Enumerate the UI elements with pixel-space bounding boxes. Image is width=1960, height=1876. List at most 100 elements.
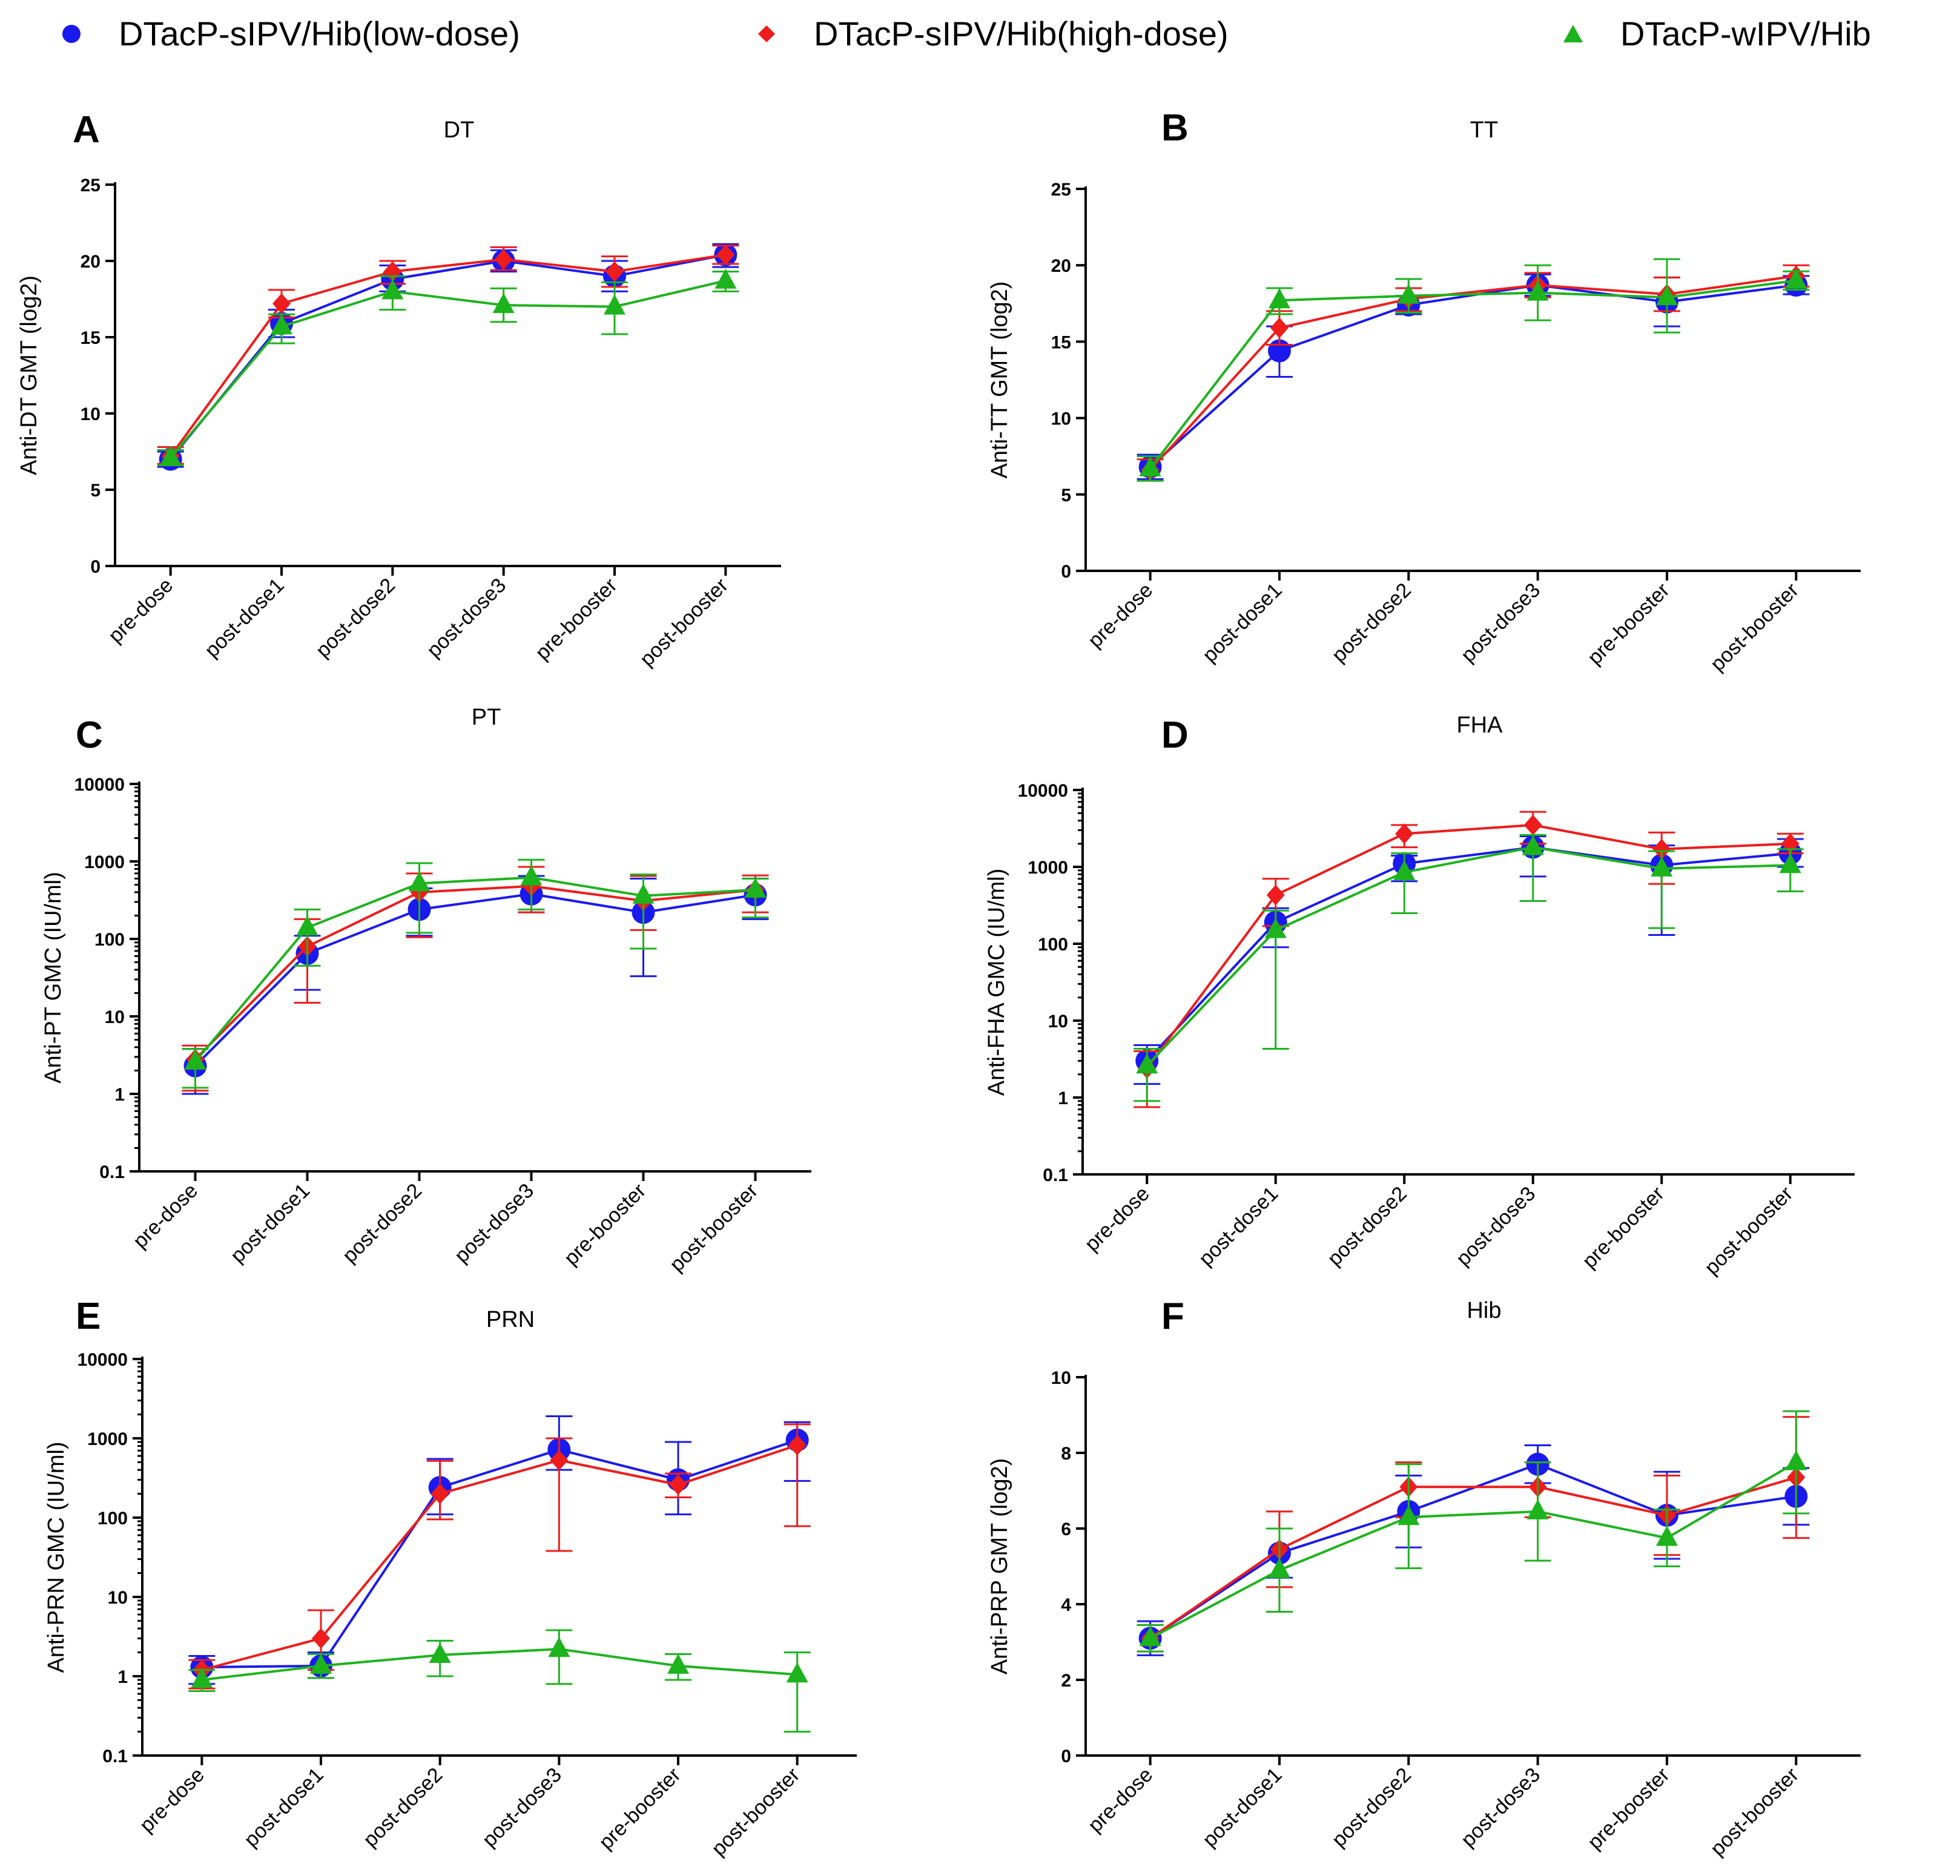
data-point-triangle-marker bbox=[744, 877, 767, 898]
series-line-low bbox=[202, 1439, 798, 1669]
x-tick-label: post-dose1 bbox=[226, 1179, 314, 1268]
data-point-triangle-marker bbox=[1651, 856, 1673, 877]
series-line-low bbox=[194, 892, 756, 1067]
data-point-triangle-marker bbox=[408, 871, 431, 892]
data-point-diamond-marker bbox=[1270, 317, 1289, 338]
x-tick-label: pre-dose bbox=[1080, 1182, 1154, 1256]
y-tick-label: 100 bbox=[97, 1509, 128, 1529]
data-point-triangle-marker bbox=[714, 268, 737, 289]
data-point-diamond-marker bbox=[550, 1450, 569, 1471]
x-tick-label: post-dose3 bbox=[422, 574, 510, 662]
series-line-high bbox=[170, 253, 726, 457]
data-point-diamond-marker bbox=[605, 261, 624, 282]
x-tick-label: pre-booster bbox=[595, 1763, 685, 1854]
y-tick-label: 100 bbox=[94, 930, 125, 950]
x-tick-label: post-booster bbox=[1706, 579, 1803, 676]
data-point-triangle-marker bbox=[632, 883, 655, 904]
x-tick-label: pre-dose bbox=[1084, 579, 1158, 653]
data-point-triangle-marker bbox=[381, 279, 404, 300]
y-tick-label: 10 bbox=[1051, 409, 1071, 429]
data-point-triangle-marker bbox=[786, 1662, 808, 1683]
y-tick-label: 1 bbox=[1058, 1088, 1068, 1108]
x-tick-label: post-dose2 bbox=[358, 1763, 447, 1852]
legend-label-high-dose: DTacP-sIPV/Hib(high-dose) bbox=[814, 15, 1229, 53]
chart-title: FHA bbox=[1457, 713, 1503, 738]
data-point-diamond-marker bbox=[788, 1435, 807, 1456]
y-tick-label: 0 bbox=[90, 557, 101, 577]
x-tick-label: post-dose3 bbox=[1456, 1763, 1545, 1852]
y-tick-label: 0.1 bbox=[1043, 1165, 1068, 1185]
y-axis-label: Anti-PRN GMC (IU/ml) bbox=[44, 1441, 69, 1673]
x-tick-label: pre-dose bbox=[135, 1763, 209, 1837]
y-tick-label: 8 bbox=[1061, 1444, 1071, 1464]
data-point-triangle-marker bbox=[191, 1667, 213, 1688]
x-tick-label: post-dose3 bbox=[1456, 579, 1545, 667]
x-tick-label: post-booster bbox=[1700, 1182, 1798, 1280]
series-line-low bbox=[1146, 846, 1790, 1062]
y-tick-label: 5 bbox=[90, 481, 101, 501]
y-tick-label: 10 bbox=[81, 404, 101, 424]
series-line-wipv bbox=[202, 1648, 797, 1681]
data-point-triangle-marker bbox=[492, 293, 515, 314]
panel-letter: B bbox=[1161, 107, 1189, 149]
series-line-high bbox=[1149, 1476, 1797, 1639]
chart-title: DT bbox=[444, 117, 475, 143]
panel-letter: E bbox=[76, 1295, 101, 1337]
y-tick-label: 0 bbox=[1061, 562, 1071, 582]
x-tick-label: pre-dose bbox=[1084, 1763, 1158, 1837]
x-tick-label: post-dose3 bbox=[450, 1179, 538, 1268]
y-tick-label: 10000 bbox=[78, 1350, 128, 1370]
x-tick-label: post-dose1 bbox=[200, 574, 289, 662]
legend-label-wipv: DTacP-wIPV/Hib bbox=[1620, 15, 1871, 53]
y-tick-label: 100 bbox=[1038, 935, 1068, 955]
y-tick-label: 10000 bbox=[74, 775, 125, 795]
data-point-triangle-marker bbox=[520, 865, 543, 886]
panel-letter: C bbox=[76, 714, 103, 756]
y-axis-label: Anti-DT GMT (log2) bbox=[16, 275, 42, 475]
chart-title: PT bbox=[472, 705, 501, 730]
legend-item-low-dose: DTacP-sIPV/Hib(low-dose) bbox=[61, 17, 520, 51]
series-line-high bbox=[1149, 274, 1797, 471]
x-tick-label: post-booster bbox=[665, 1179, 763, 1277]
panel-letter: A bbox=[73, 109, 100, 151]
triangle-marker-icon bbox=[1563, 25, 1583, 42]
legend-item-wipv: DTacP-wIPV/Hib bbox=[1562, 17, 1871, 51]
y-tick-label: 1000 bbox=[87, 1429, 128, 1449]
series-line-wipv bbox=[1149, 1461, 1797, 1640]
x-tick-label: pre-booster bbox=[1583, 579, 1674, 670]
data-point-triangle-marker bbox=[1522, 835, 1544, 855]
x-tick-label: pre-booster bbox=[1583, 1763, 1674, 1854]
y-tick-label: 0.1 bbox=[99, 1162, 125, 1182]
legend: DTacP-sIPV/Hib(low-dose) DTacP-sIPV/Hib(… bbox=[0, 0, 1960, 79]
data-point-triangle-marker bbox=[1269, 1558, 1290, 1578]
data-point-diamond-marker bbox=[1395, 823, 1414, 844]
y-axis-label: Anti-PRP GMT (log2) bbox=[987, 1458, 1012, 1675]
chart-panel-b: B TT 0 5 10 15 20 25 Anti-TT GMT (log2) pre-dose p… bbox=[987, 107, 1861, 676]
data-point-triangle-marker bbox=[1779, 853, 1801, 874]
y-tick-label: 4 bbox=[1061, 1595, 1071, 1615]
x-tick-label: post-dose3 bbox=[478, 1763, 566, 1852]
data-point-triangle-marker bbox=[1785, 1450, 1807, 1470]
data-point-triangle-marker bbox=[184, 1049, 206, 1070]
x-tick-label: pre-booster bbox=[559, 1179, 650, 1270]
data-point-diamond-marker bbox=[1523, 814, 1542, 835]
y-tick-label: 25 bbox=[81, 176, 101, 196]
y-tick-label: 0 bbox=[1061, 1746, 1071, 1766]
y-tick-label: 10 bbox=[1048, 1012, 1068, 1032]
data-point-triangle-marker bbox=[271, 314, 292, 335]
data-point-triangle-marker bbox=[296, 915, 318, 936]
y-tick-label: 5 bbox=[1061, 485, 1071, 505]
x-tick-label: post-dose2 bbox=[1327, 579, 1416, 667]
chart-panel-a: A DT 0 5 10 15 20 25 Anti-DT GMT (log2) pre-dose p… bbox=[16, 109, 781, 671]
y-tick-label: 10 bbox=[105, 1007, 125, 1027]
data-point-triangle-marker bbox=[1139, 456, 1161, 476]
series-line-high bbox=[194, 884, 756, 1061]
data-point-triangle-marker bbox=[1656, 285, 1678, 306]
legend-item-high-dose: DTacP-sIPV/Hib(high-dose) bbox=[756, 17, 1229, 51]
series-line-high bbox=[1146, 823, 1790, 1069]
data-point-triangle-marker bbox=[1785, 268, 1807, 289]
data-point-triangle-marker bbox=[1139, 1626, 1161, 1647]
data-point-diamond-marker bbox=[312, 1628, 330, 1649]
y-tick-label: 20 bbox=[81, 252, 101, 272]
x-tick-label: post-dose2 bbox=[311, 574, 400, 662]
